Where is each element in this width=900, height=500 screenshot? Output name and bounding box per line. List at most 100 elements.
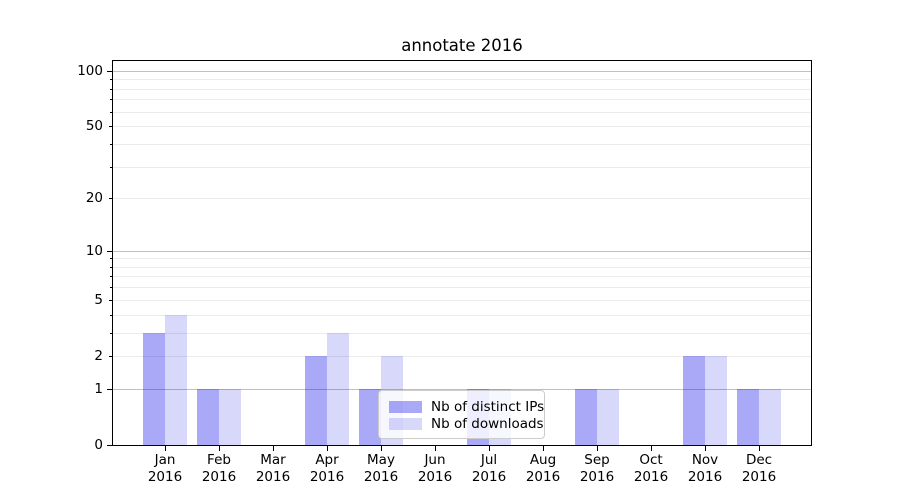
y-tick-mark xyxy=(107,388,113,390)
y-tick-label: 0 xyxy=(94,437,103,453)
bar-distinct-ips-apr xyxy=(305,355,327,445)
bar-downloads-feb xyxy=(219,388,241,445)
x-tick-month: Oct xyxy=(639,452,663,468)
gridline-minor xyxy=(113,143,811,145)
gridline-minor xyxy=(113,198,811,200)
x-tick-mark xyxy=(597,446,598,451)
x-tick-mark xyxy=(381,446,382,451)
x-tick-year: 2016 xyxy=(363,469,399,485)
gridline-minor xyxy=(113,287,811,289)
bar-downloads-nov xyxy=(705,355,727,445)
gridline-major xyxy=(113,388,811,390)
y-tick-label: 1 xyxy=(94,380,103,397)
bar-distinct-ips-may xyxy=(359,388,381,445)
x-tick-label: May 2016 xyxy=(353,452,409,486)
y-tick-label: 2 xyxy=(94,347,103,364)
y-minor-tick-mark xyxy=(110,99,113,101)
x-tick-year: 2016 xyxy=(741,469,777,485)
x-tick-label: Feb 2016 xyxy=(191,452,247,486)
bar-downloads-dec xyxy=(759,388,781,445)
y-tick-label: 10 xyxy=(85,242,103,259)
x-tick-year: 2016 xyxy=(417,469,453,485)
gridline-minor xyxy=(113,126,811,128)
x-tick-label: Jul 2016 xyxy=(461,452,517,486)
y-minor-tick-mark xyxy=(110,143,113,145)
x-tick-year: 2016 xyxy=(579,469,615,485)
y-minor-tick-mark xyxy=(110,314,113,316)
legend-entry-distinct-ips: Nb of distinct IPs xyxy=(389,399,544,415)
x-tick-month: Feb xyxy=(207,452,231,468)
gridline-minor xyxy=(113,266,811,268)
legend-label-downloads: Nb of downloads xyxy=(431,416,544,432)
y-minor-tick-mark xyxy=(110,166,113,168)
gridline-minor xyxy=(113,276,811,278)
x-tick-label: Oct 2016 xyxy=(623,452,679,486)
gridline-major xyxy=(113,70,811,72)
y-tick-mark xyxy=(109,126,113,128)
y-tick-mark xyxy=(107,445,113,446)
x-tick-month: Jan xyxy=(154,452,176,468)
y-tick-label: 5 xyxy=(94,291,103,308)
gridline-minor xyxy=(113,314,811,316)
x-tick-year: 2016 xyxy=(201,469,237,485)
plot-area xyxy=(112,60,812,446)
x-tick-year: 2016 xyxy=(633,469,669,485)
y-tick-mark xyxy=(109,198,113,200)
x-tick-mark xyxy=(543,446,544,451)
x-tick-month: Jun xyxy=(424,452,446,468)
y-minor-tick-mark xyxy=(110,287,113,289)
y-minor-tick-mark xyxy=(110,266,113,268)
y-tick-mark xyxy=(109,299,113,301)
y-tick-label: 100 xyxy=(77,62,103,79)
bar-distinct-ips-nov xyxy=(683,355,705,445)
x-tick-year: 2016 xyxy=(309,469,345,485)
legend-swatch-downloads xyxy=(389,418,422,430)
x-tick-mark xyxy=(435,446,436,451)
y-tick-mark xyxy=(109,355,113,357)
x-tick-month: Aug xyxy=(529,452,557,468)
x-tick-label: Apr 2016 xyxy=(299,452,355,486)
bar-downloads-apr xyxy=(327,332,349,445)
bar-distinct-ips-dec xyxy=(737,388,759,445)
x-tick-mark xyxy=(219,446,220,451)
x-tick-label: Mar 2016 xyxy=(245,452,301,486)
y-minor-tick-mark xyxy=(110,111,113,113)
legend-label-distinct-ips: Nb of distinct IPs xyxy=(431,399,545,415)
x-tick-mark xyxy=(489,446,490,451)
bar-distinct-ips-feb xyxy=(197,388,219,445)
x-tick-mark xyxy=(273,446,274,451)
x-tick-label: Sep 2016 xyxy=(569,452,625,486)
bar-downloads-jan xyxy=(165,314,187,445)
gridline-minor xyxy=(113,79,811,81)
gridline-minor xyxy=(113,258,811,260)
gridline-major xyxy=(113,250,811,252)
x-tick-label: Jan 2016 xyxy=(137,452,193,486)
x-tick-month: Dec xyxy=(745,452,773,468)
x-tick-month: Jul xyxy=(480,452,498,468)
y-minor-tick-mark xyxy=(110,276,113,278)
legend: Nb of distinct IPs Nb of downloads xyxy=(378,390,545,439)
legend-entry-downloads: Nb of downloads xyxy=(389,416,544,432)
chart-title: annotate 2016 xyxy=(401,36,523,55)
x-tick-year: 2016 xyxy=(471,469,507,485)
x-tick-label: Dec 2016 xyxy=(731,452,787,486)
x-tick-mark xyxy=(759,446,760,451)
gridline-minor xyxy=(113,355,811,357)
y-tick-mark xyxy=(107,250,113,252)
gridline-minor xyxy=(113,88,811,90)
x-tick-mark xyxy=(327,446,328,451)
y-minor-tick-mark xyxy=(110,88,113,90)
y-tick-mark xyxy=(107,70,113,72)
x-tick-mark xyxy=(705,446,706,451)
gridline-minor xyxy=(113,299,811,301)
bar-distinct-ips-sep xyxy=(575,388,597,445)
gridline-minor xyxy=(113,166,811,168)
x-tick-year: 2016 xyxy=(255,469,291,485)
x-tick-mark xyxy=(165,446,166,451)
y-tick-label: 20 xyxy=(85,190,103,207)
x-tick-year: 2016 xyxy=(687,469,723,485)
x-tick-month: Sep xyxy=(584,452,610,468)
x-tick-mark xyxy=(651,446,652,451)
x-tick-year: 2016 xyxy=(525,469,561,485)
bar-distinct-ips-jan xyxy=(143,332,165,445)
